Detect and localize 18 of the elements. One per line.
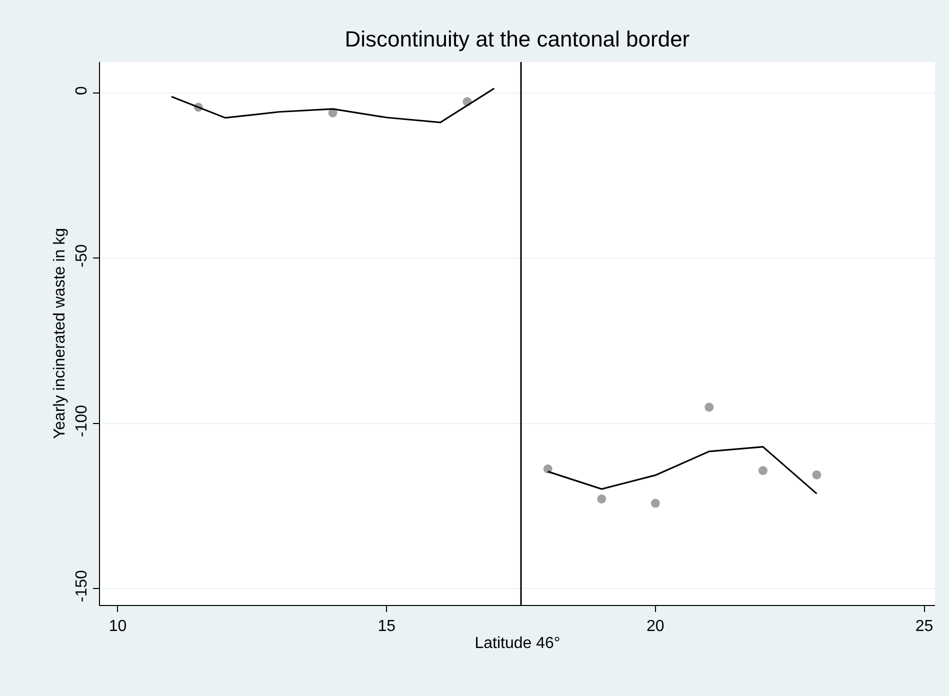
x-tick-label: 10: [108, 618, 127, 636]
y-axis-title: Yearly incinerated waste in kg: [52, 228, 68, 440]
x-tick-label: 25: [915, 618, 934, 636]
x-axis-title: Latitude 46°: [474, 634, 560, 652]
point: [704, 402, 714, 412]
point: [758, 466, 768, 476]
chart-title: Discontinuity at the cantonal border: [344, 26, 690, 52]
y-tick-label: -100: [74, 404, 91, 437]
line-series: [170, 88, 495, 124]
point: [597, 494, 606, 504]
x-tick-label: 20: [646, 618, 664, 636]
point: [812, 470, 822, 480]
y-tick-label: 0: [74, 86, 91, 96]
y-tick-label: -50: [74, 244, 91, 268]
point: [650, 498, 660, 508]
x-tick-label: 15: [378, 618, 396, 636]
point: [543, 464, 552, 474]
y-tick-label: -150: [74, 570, 91, 602]
